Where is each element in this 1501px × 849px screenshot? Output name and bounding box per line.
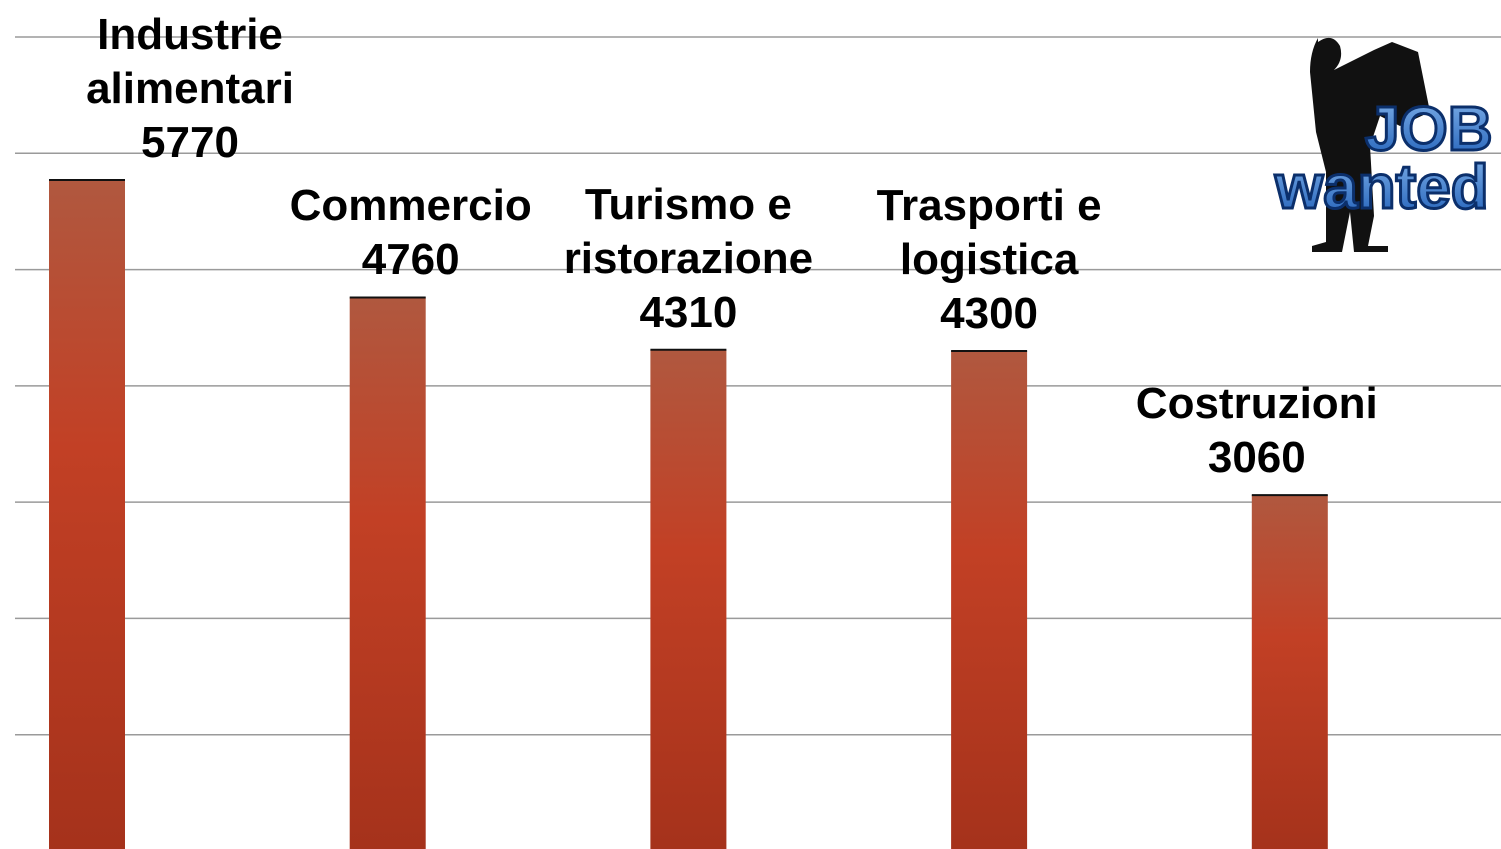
data-label: Industrie alimentari 5770: [40, 8, 340, 170]
category-label: Industrie alimentari: [86, 10, 294, 114]
logo-line1: JOB: [1365, 95, 1492, 164]
value-label: 4300: [940, 288, 1039, 338]
category-label: Costruzioni: [1135, 379, 1378, 429]
value-label: 4760: [361, 235, 460, 285]
data-label: Costruzioni 3060: [1107, 377, 1407, 485]
bar: [349, 297, 426, 849]
logo-line2: wanted: [1274, 153, 1489, 222]
bar: [650, 349, 727, 849]
bar: [951, 350, 1028, 849]
logo-silhouette: [1310, 37, 1430, 253]
value-label: 4310: [639, 287, 738, 337]
category-label: Turismo e ristorazione: [563, 179, 814, 283]
logo: JOB wanted: [1273, 37, 1494, 253]
data-label: Turismo e ristorazione 4310: [538, 178, 838, 340]
data-label: Commercio 4760: [261, 179, 561, 287]
data-label: Trasporti e logistica 4300: [839, 179, 1139, 341]
bar: [49, 180, 125, 849]
value-label: 3060: [1207, 433, 1306, 483]
category-label: Trasporti e logistica: [876, 180, 1102, 284]
bar: [1251, 495, 1328, 849]
value-label: 5770: [141, 118, 239, 168]
category-label: Commercio: [289, 181, 532, 231]
